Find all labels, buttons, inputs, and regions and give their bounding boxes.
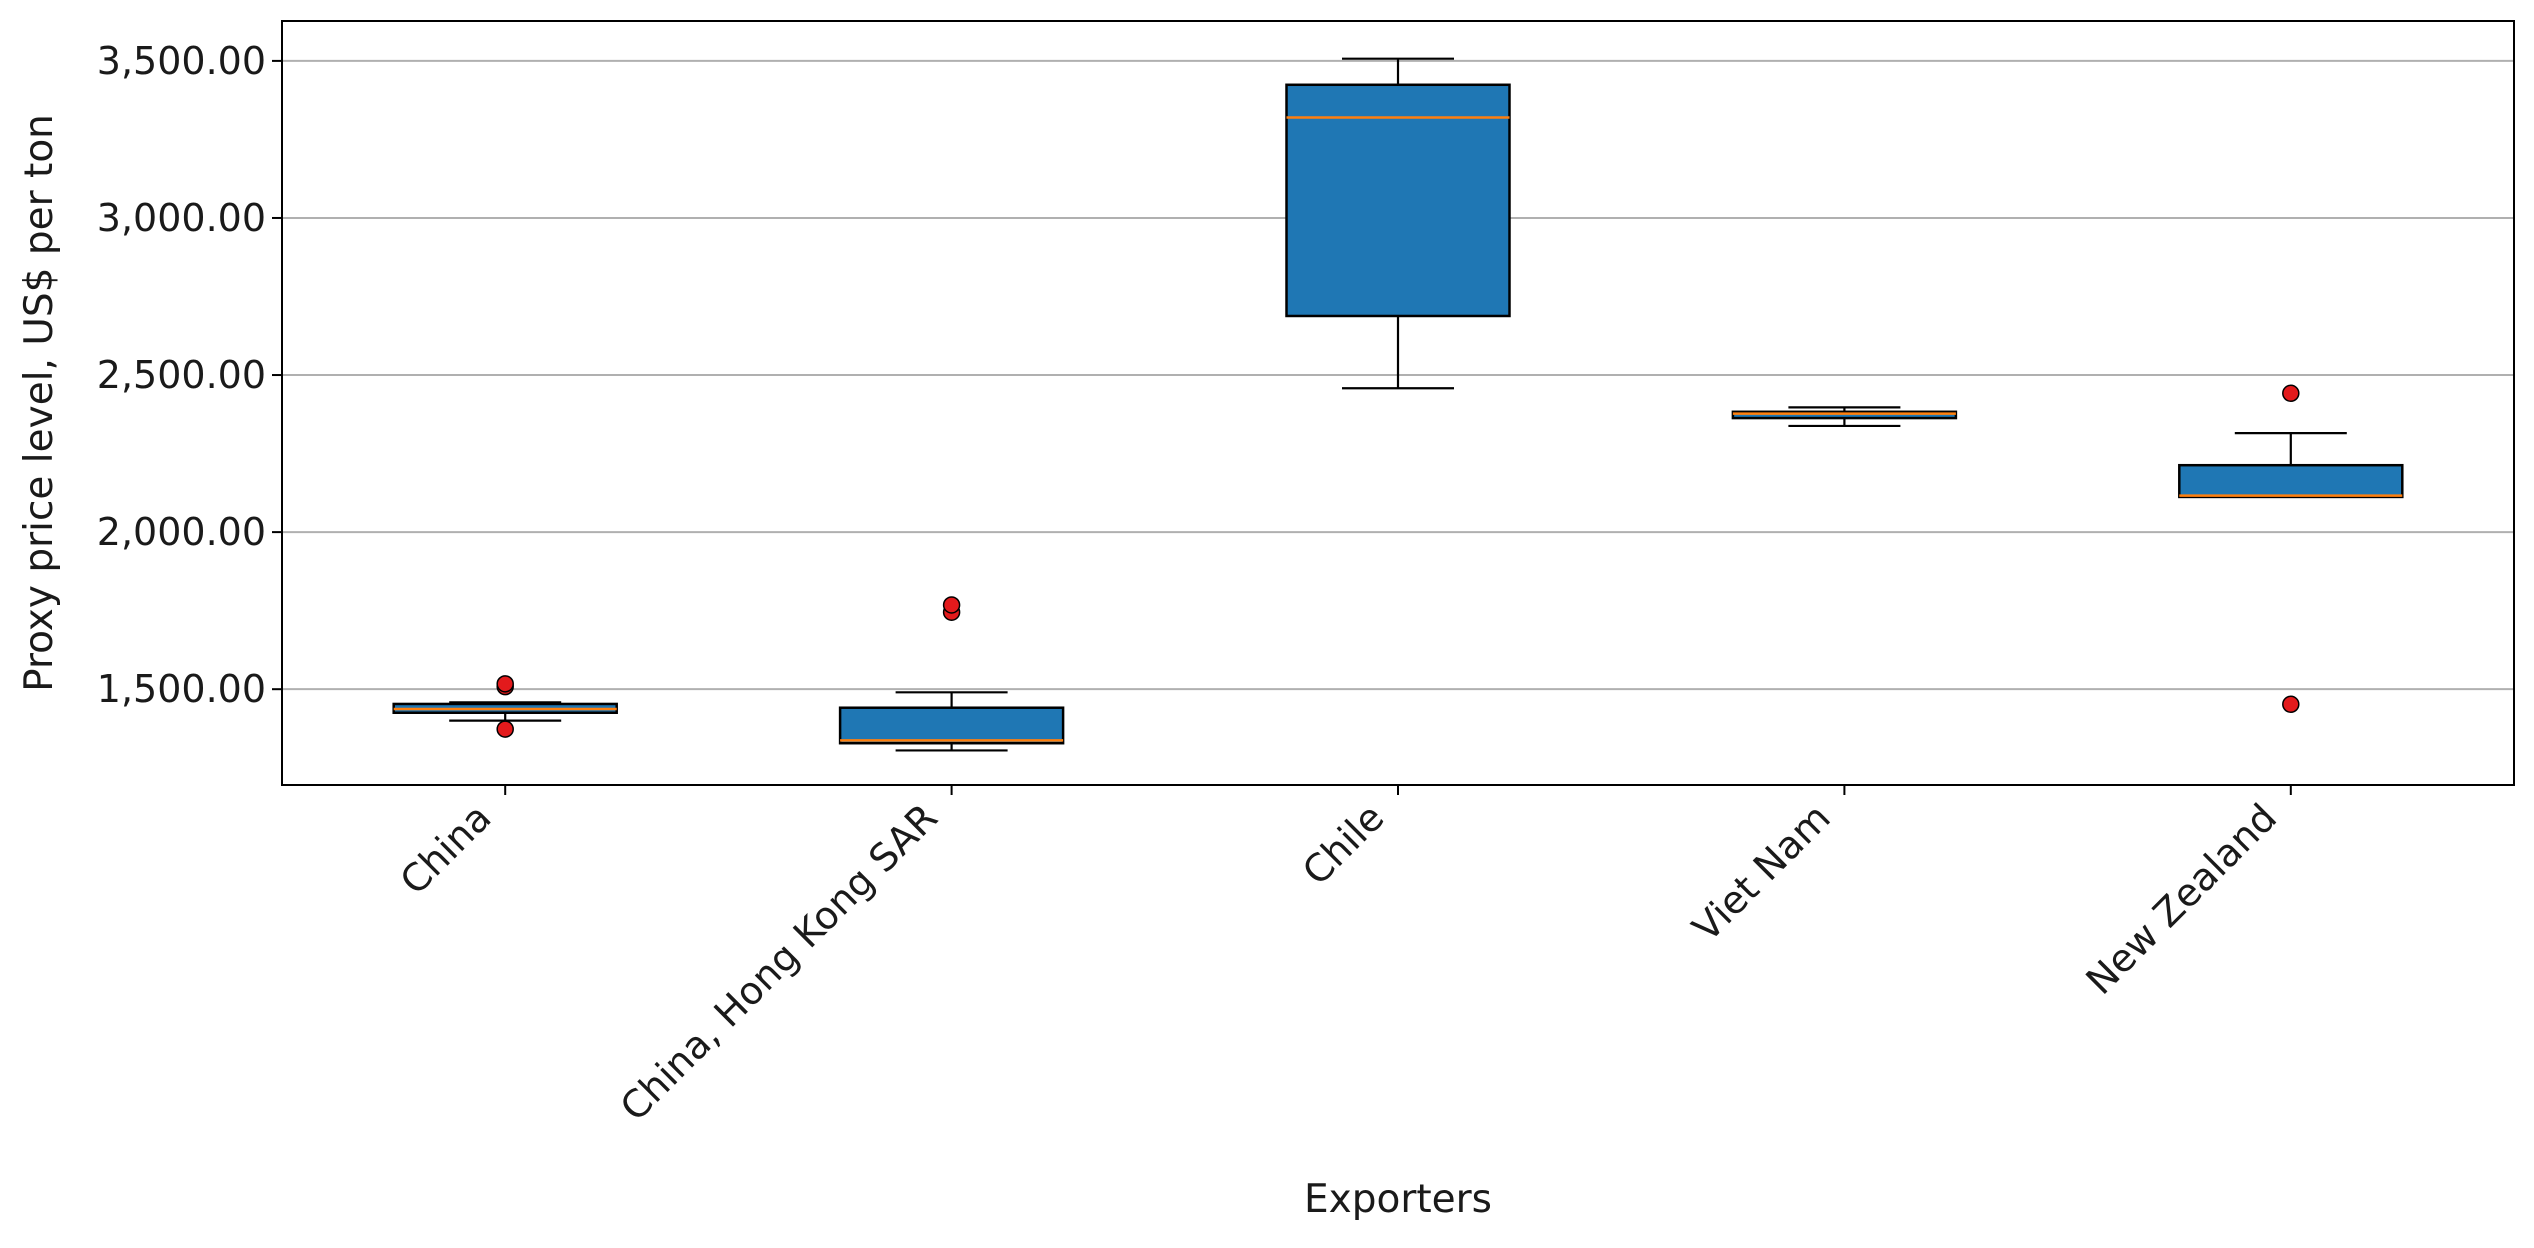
box-body xyxy=(1285,83,1511,318)
x-axis-label: Exporters xyxy=(1304,1177,1492,1222)
outlier-point xyxy=(2282,695,2300,714)
y-tick-label: 2,500.00 xyxy=(97,353,266,397)
box-group xyxy=(1285,57,1511,390)
y-axis-ticks: 1,500.00 2,000.00 2,500.00 3,000.00 3,500.00 xyxy=(97,39,282,711)
outlier-point xyxy=(496,720,514,738)
y-tick-label: 3,500.00 xyxy=(97,39,266,83)
box-group xyxy=(392,675,618,738)
box-series xyxy=(392,57,2404,752)
y-tick-label: 1,500.00 xyxy=(97,667,266,711)
box-group xyxy=(838,596,1065,752)
outlier-point xyxy=(942,596,961,614)
y-tick-label: 3,000.00 xyxy=(97,196,266,240)
box-body xyxy=(838,706,1065,745)
y-axis-label: Proxy price level, US$ per ton xyxy=(17,114,62,692)
outlier-point xyxy=(496,675,514,693)
box-body xyxy=(1731,410,1958,420)
outlier-point xyxy=(2282,384,2300,403)
y-tick-label: 2,000.00 xyxy=(97,510,266,554)
box-group xyxy=(2178,384,2404,714)
box-body xyxy=(2178,463,2404,499)
box-group xyxy=(1731,406,1958,428)
